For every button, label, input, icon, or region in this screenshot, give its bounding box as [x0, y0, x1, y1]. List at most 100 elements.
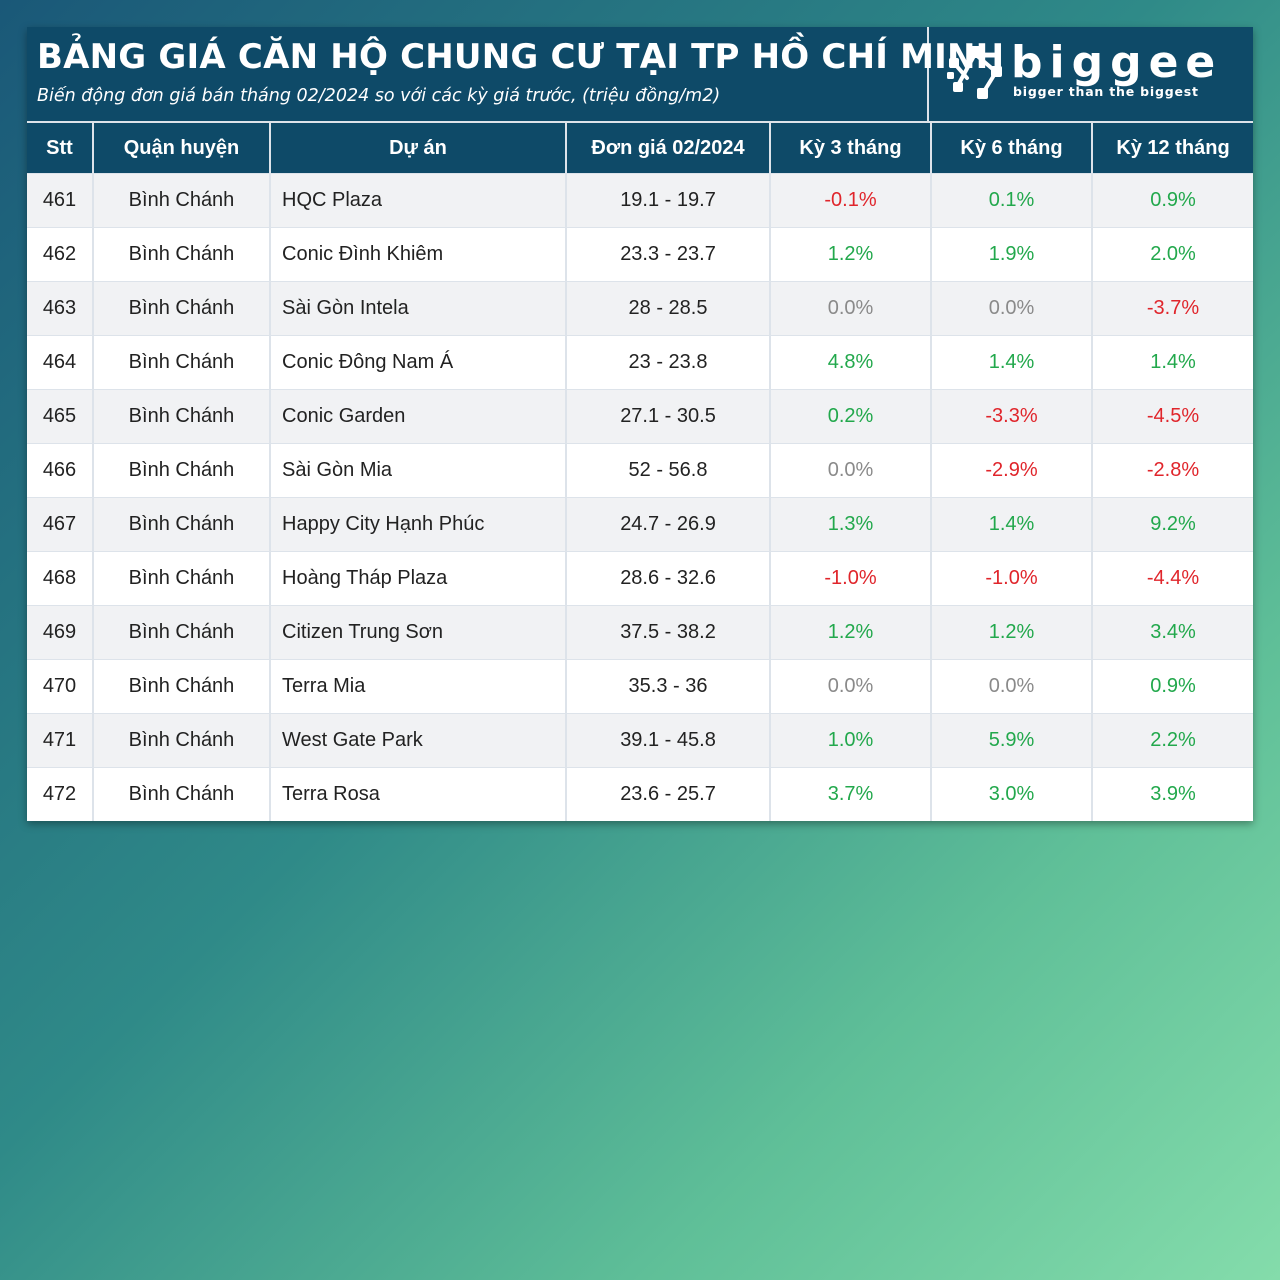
cell-change-6-month: 1.4% [930, 335, 1092, 390]
column-header-price: Đơn giá 02/2024 [565, 123, 770, 174]
cell-price: 52 - 56.8 [565, 443, 770, 498]
cell-change-3-month: 0.0% [769, 443, 931, 498]
cell-price: 23.3 - 23.7 [565, 227, 770, 282]
cell-change-12-month: 1.4% [1091, 335, 1253, 390]
table-row: 470 Bình Chánh Terra Mia 35.3 - 36 0.0% 0.0% 0… [27, 659, 1253, 714]
cell-change-12-month: 2.0% [1091, 227, 1253, 282]
page-title: BẢNG GIÁ CĂN HỘ CHUNG CƯ TẠI TP HỒ CHÍ M… [37, 37, 1005, 77]
cell-change-6-month: 1.9% [930, 227, 1092, 282]
cell-change-6-month: -2.9% [930, 443, 1092, 498]
table-header: BẢNG GIÁ CĂN HỘ CHUNG CƯ TẠI TP HỒ CHÍ M… [27, 27, 1253, 123]
cell-change-12-month: 0.9% [1091, 173, 1253, 228]
cell-change-3-month: 1.2% [769, 227, 931, 282]
cell-price: 35.3 - 36 [565, 659, 770, 714]
table-row: 467 Bình Chánh Happy City Hạnh Phúc 24.7 - … [27, 497, 1253, 552]
cell-change-12-month: 3.4% [1091, 605, 1253, 660]
cell-district: Bình Chánh [92, 497, 270, 552]
table-row: 468 Bình Chánh Hoàng Tháp Plaza 28.6 - 32.6… [27, 551, 1253, 606]
cell-district: Bình Chánh [92, 767, 270, 821]
cell-change-6-month: -3.3% [930, 389, 1092, 444]
cell-change-6-month: 0.0% [930, 281, 1092, 336]
table-row: 465 Bình Chánh Conic Garden 27.1 - 30.5 0.2%… [27, 389, 1253, 444]
column-header-3-month: Kỳ 3 tháng [769, 123, 931, 174]
cell-project: Conic Đình Khiêm [269, 227, 566, 282]
cell-change-6-month: 3.0% [930, 767, 1092, 821]
biggee-logo: biggee bigger than the biggest [929, 27, 1253, 121]
column-header-12-month: Kỳ 12 tháng [1091, 123, 1253, 174]
page-subtitle: Biến động đơn giá bán tháng 02/2024 so v… [37, 86, 721, 106]
cell-change-12-month: -3.7% [1091, 281, 1253, 336]
cell-stt: 466 [27, 443, 93, 498]
cell-change-12-month: 3.9% [1091, 767, 1253, 821]
cell-district: Bình Chánh [92, 659, 270, 714]
cell-change-6-month: 1.2% [930, 605, 1092, 660]
cell-district: Bình Chánh [92, 281, 270, 336]
column-header-6-month: Kỳ 6 tháng [930, 123, 1092, 174]
price-table-panel: BẢNG GIÁ CĂN HỘ CHUNG CƯ TẠI TP HỒ CHÍ M… [27, 27, 1253, 821]
column-header-project: Dự án [269, 123, 566, 174]
cell-change-3-month: 3.7% [769, 767, 931, 821]
cell-change-6-month: 1.4% [930, 497, 1092, 552]
title-block: BẢNG GIÁ CĂN HỘ CHUNG CƯ TẠI TP HỒ CHÍ M… [27, 27, 1005, 121]
table-row: 461 Bình Chánh HQC Plaza 19.1 - 19.7 -0.1% 0.… [27, 173, 1253, 228]
cell-project: Hoàng Tháp Plaza [269, 551, 566, 606]
cell-change-12-month: 0.9% [1091, 659, 1253, 714]
cell-stt: 463 [27, 281, 93, 336]
cell-change-3-month: 0.0% [769, 659, 931, 714]
table-row: 469 Bình Chánh Citizen Trung Sơn 37.5 - 38.… [27, 605, 1253, 660]
cell-change-12-month: -4.4% [1091, 551, 1253, 606]
biggee-logo-icon [947, 46, 1002, 99]
cell-price: 23 - 23.8 [565, 335, 770, 390]
cell-district: Bình Chánh [92, 173, 270, 228]
cell-change-6-month: -1.0% [930, 551, 1092, 606]
cell-district: Bình Chánh [92, 227, 270, 282]
logo-wordmark: biggee [1011, 37, 1223, 88]
cell-price: 24.7 - 26.9 [565, 497, 770, 552]
cell-stt: 468 [27, 551, 93, 606]
cell-change-3-month: 1.0% [769, 713, 931, 768]
cell-change-12-month: -2.8% [1091, 443, 1253, 498]
cell-district: Bình Chánh [92, 713, 270, 768]
cell-project: Conic Đông Nam Á [269, 335, 566, 390]
cell-price: 39.1 - 45.8 [565, 713, 770, 768]
table-row: 464 Bình Chánh Conic Đông Nam Á 23 - 23.8 4.… [27, 335, 1253, 390]
cell-price: 28.6 - 32.6 [565, 551, 770, 606]
cell-change-12-month: -4.5% [1091, 389, 1253, 444]
cell-price: 23.6 - 25.7 [565, 767, 770, 821]
cell-district: Bình Chánh [92, 443, 270, 498]
cell-project: Sài Gòn Intela [269, 281, 566, 336]
cell-stt: 470 [27, 659, 93, 714]
cell-district: Bình Chánh [92, 389, 270, 444]
cell-price: 28 - 28.5 [565, 281, 770, 336]
cell-project: Terra Rosa [269, 767, 566, 821]
table-row: 472 Bình Chánh Terra Rosa 23.6 - 25.7 3.7% 3.… [27, 767, 1253, 821]
cell-stt: 464 [27, 335, 93, 390]
cell-stt: 462 [27, 227, 93, 282]
table-header-row: Stt Quận huyện Dự án Đơn giá 02/2024 Kỳ … [27, 123, 1253, 174]
cell-change-3-month: 0.0% [769, 281, 931, 336]
cell-change-3-month: 0.2% [769, 389, 931, 444]
cell-change-6-month: 5.9% [930, 713, 1092, 768]
cell-change-3-month: 1.2% [769, 605, 931, 660]
cell-project: Conic Garden [269, 389, 566, 444]
cell-project: HQC Plaza [269, 173, 566, 228]
cell-change-12-month: 2.2% [1091, 713, 1253, 768]
cell-change-6-month: 0.0% [930, 659, 1092, 714]
cell-project: Sài Gòn Mia [269, 443, 566, 498]
cell-stt: 472 [27, 767, 93, 821]
cell-change-3-month: 4.8% [769, 335, 931, 390]
cell-stt: 471 [27, 713, 93, 768]
logo-tagline: bigger than the biggest [1013, 84, 1199, 99]
cell-stt: 461 [27, 173, 93, 228]
cell-project: West Gate Park [269, 713, 566, 768]
cell-change-6-month: 0.1% [930, 173, 1092, 228]
cell-change-12-month: 9.2% [1091, 497, 1253, 552]
cell-change-3-month: 1.3% [769, 497, 931, 552]
cell-stt: 465 [27, 389, 93, 444]
cell-stt: 469 [27, 605, 93, 660]
table-row: 471 Bình Chánh West Gate Park 39.1 - 45.8 1.… [27, 713, 1253, 768]
table-row: 463 Bình Chánh Sài Gòn Intela 28 - 28.5 0.0%… [27, 281, 1253, 336]
cell-project: Happy City Hạnh Phúc [269, 497, 566, 552]
table-body: 461 Bình Chánh HQC Plaza 19.1 - 19.7 -0.1% 0.… [27, 173, 1253, 821]
cell-price: 27.1 - 30.5 [565, 389, 770, 444]
